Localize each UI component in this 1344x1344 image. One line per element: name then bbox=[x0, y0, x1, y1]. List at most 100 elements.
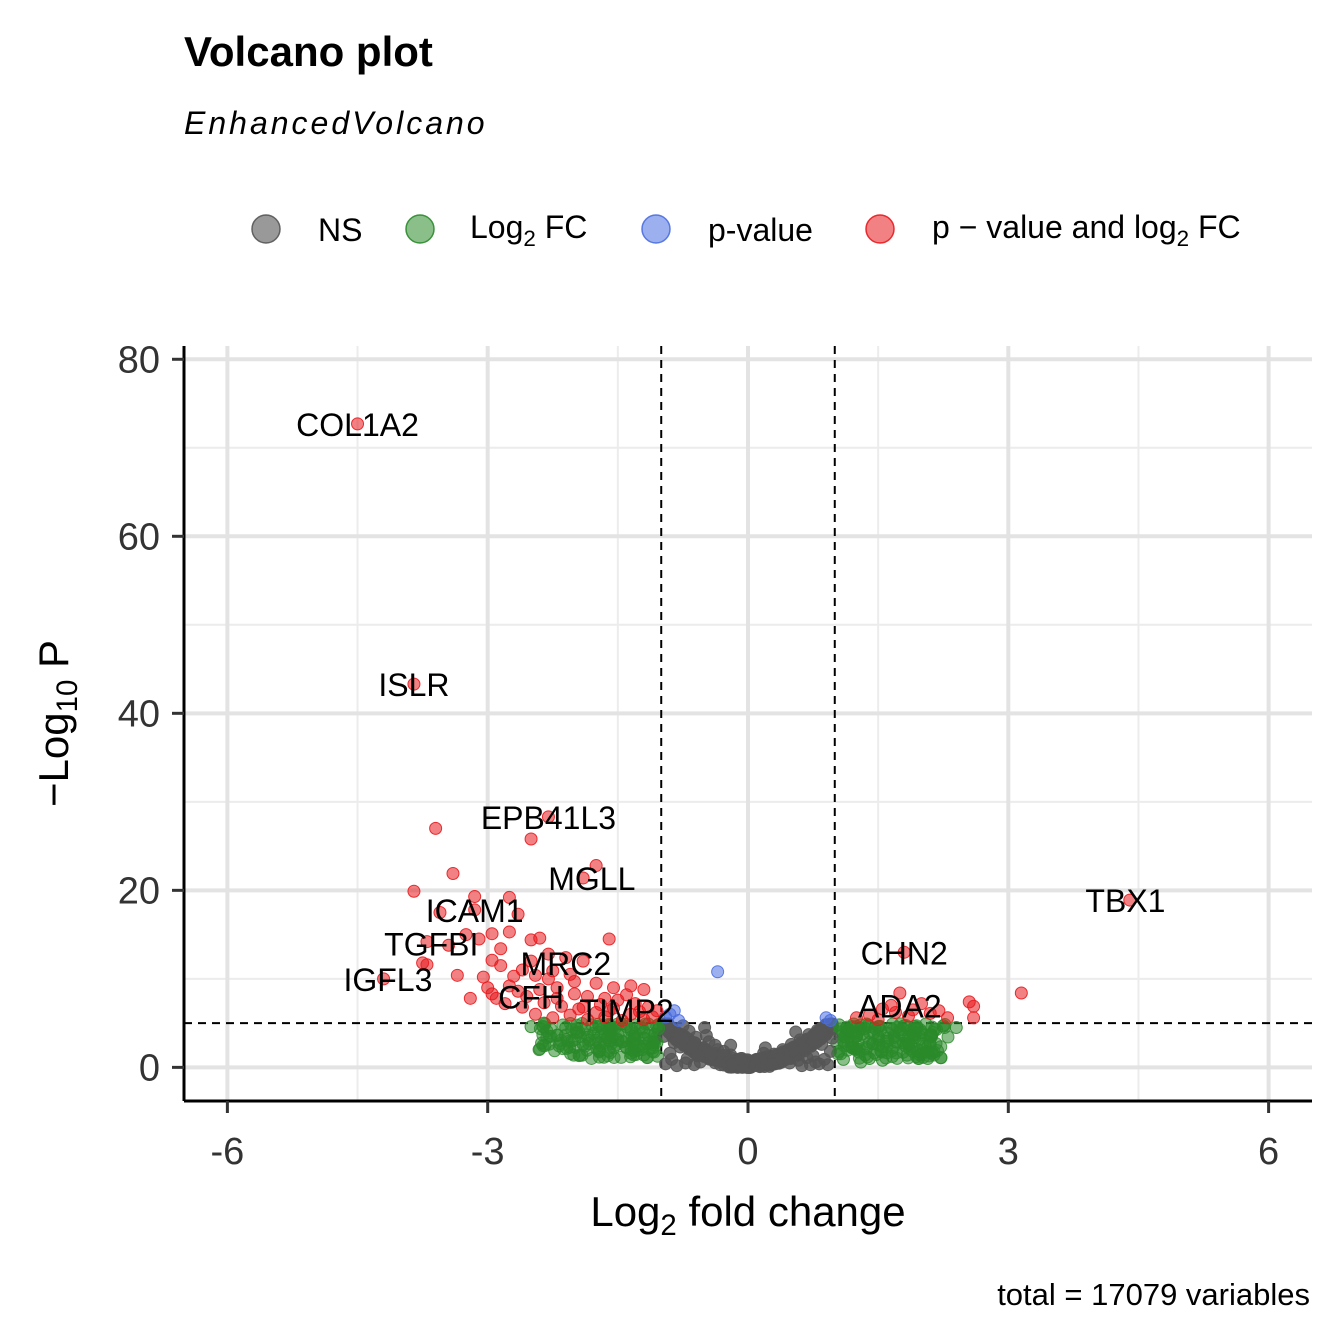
x-tick-label: 0 bbox=[737, 1131, 758, 1173]
data-point-pfc bbox=[602, 932, 616, 946]
data-point-ns bbox=[713, 1058, 727, 1072]
data-point-pfc bbox=[637, 1013, 651, 1027]
data-point-pfc bbox=[576, 1000, 590, 1014]
legend-label-p: p-value bbox=[708, 212, 813, 248]
legend: NS Log2 FC p-value p − value and log2 FC bbox=[251, 209, 1241, 251]
data-point-pfc bbox=[576, 954, 590, 968]
gene-label: CFH bbox=[498, 980, 564, 1016]
data-point-fc bbox=[949, 1021, 963, 1035]
data-point-fc bbox=[620, 1041, 634, 1055]
data-point-fc bbox=[576, 1037, 590, 1051]
data-points bbox=[351, 417, 1137, 1074]
data-point-ns bbox=[758, 1041, 772, 1055]
data-point-ns bbox=[806, 1034, 820, 1048]
gene-label: MGLL bbox=[548, 861, 635, 897]
data-point-fc bbox=[871, 1029, 885, 1043]
data-point-pfc bbox=[515, 963, 529, 977]
data-point-p bbox=[711, 965, 725, 979]
gene-label: TGFBI bbox=[384, 926, 478, 962]
data-point-pfc bbox=[593, 998, 607, 1012]
data-point-pfc bbox=[967, 999, 981, 1013]
data-point-pfc bbox=[546, 1011, 560, 1025]
gene-label: CHN2 bbox=[861, 935, 948, 971]
data-point-pfc bbox=[541, 972, 555, 986]
data-point-ns bbox=[698, 1021, 712, 1035]
data-point-ns bbox=[734, 1052, 748, 1066]
data-point-fc bbox=[602, 1034, 616, 1048]
data-point-fc bbox=[902, 1036, 916, 1050]
data-point-ns bbox=[670, 1059, 684, 1073]
data-point-pfc bbox=[915, 997, 929, 1011]
data-point-pfc bbox=[889, 1005, 903, 1019]
data-point-fc bbox=[858, 1021, 872, 1035]
y-axis-title-pre: −Log bbox=[30, 712, 77, 807]
legend-key-ns bbox=[251, 214, 281, 244]
data-point-pfc bbox=[897, 945, 911, 959]
data-point-pfc bbox=[637, 982, 651, 996]
data-point-fc bbox=[845, 1041, 859, 1055]
x-axis-title-pre: Log bbox=[590, 1188, 660, 1235]
gene-label: EPB41L3 bbox=[481, 800, 616, 836]
data-point-fc bbox=[941, 1030, 955, 1044]
gene-label: TIMP2 bbox=[579, 993, 673, 1029]
data-point-ns bbox=[748, 1059, 762, 1073]
data-point-fc bbox=[559, 1021, 573, 1035]
data-point-pfc bbox=[541, 810, 555, 824]
data-point-pfc bbox=[463, 991, 477, 1005]
data-point-pfc bbox=[468, 903, 482, 917]
chart-subtitle: EnhancedVolcano bbox=[184, 105, 488, 141]
y-tick-label: 20 bbox=[118, 870, 160, 912]
gene-label: TBX1 bbox=[1085, 883, 1165, 919]
data-point-pfc bbox=[502, 925, 516, 939]
data-point-pfc bbox=[576, 871, 590, 885]
data-point-fc bbox=[589, 1020, 603, 1034]
data-point-pfc bbox=[472, 932, 486, 946]
data-point-pfc bbox=[459, 928, 473, 942]
data-point-fc bbox=[854, 1055, 868, 1069]
data-point-pfc bbox=[615, 1013, 629, 1027]
data-point-ns bbox=[724, 1038, 738, 1052]
data-point-pfc bbox=[494, 959, 508, 973]
data-point-pfc bbox=[580, 1013, 594, 1027]
legend-key-p bbox=[641, 214, 671, 244]
y-tick-label: 40 bbox=[118, 693, 160, 735]
data-point-fc bbox=[875, 1053, 889, 1067]
data-point-pfc bbox=[446, 867, 460, 881]
y-axis-title: −Log10 P bbox=[30, 640, 84, 807]
gene-label: ADA2 bbox=[858, 988, 942, 1024]
gene-label: ICAM1 bbox=[426, 893, 524, 929]
data-point-pfc bbox=[849, 1011, 863, 1025]
x-axis-title: Log2 fold change bbox=[590, 1188, 905, 1242]
data-point-p bbox=[659, 1010, 673, 1024]
data-point-pfc bbox=[433, 905, 447, 919]
data-point-pfc bbox=[602, 1004, 616, 1018]
data-point-pfc bbox=[489, 991, 503, 1005]
data-point-pfc bbox=[524, 954, 538, 968]
x-axis-title-post: fold change bbox=[677, 1188, 906, 1235]
legend-key-fc bbox=[405, 214, 435, 244]
data-point-pfc bbox=[902, 1009, 916, 1023]
y-axis-title-sub: 10 bbox=[51, 680, 84, 713]
gene-label: MRC2 bbox=[520, 946, 611, 982]
data-point-pfc bbox=[967, 1011, 981, 1025]
data-point-ns bbox=[821, 1058, 835, 1072]
data-point-fc bbox=[536, 1039, 550, 1053]
data-point-fc bbox=[923, 1029, 937, 1043]
data-point-pfc bbox=[481, 981, 495, 995]
data-point-fc bbox=[646, 1041, 660, 1055]
data-point-fc bbox=[550, 1029, 564, 1043]
data-point-pfc bbox=[607, 981, 621, 995]
data-point-fc bbox=[564, 1047, 578, 1061]
data-point-pfc bbox=[507, 969, 521, 983]
x-tick-label: 6 bbox=[1258, 1131, 1279, 1173]
data-point-ns bbox=[705, 1047, 719, 1061]
data-point-fc bbox=[836, 1052, 850, 1066]
data-point-pfc bbox=[407, 884, 421, 898]
data-point-fc bbox=[919, 1045, 933, 1059]
data-point-p bbox=[672, 1013, 686, 1027]
y-tick-label: 80 bbox=[118, 339, 160, 381]
data-point-pfc bbox=[941, 1011, 955, 1025]
cutoff-lines bbox=[184, 346, 1312, 1101]
